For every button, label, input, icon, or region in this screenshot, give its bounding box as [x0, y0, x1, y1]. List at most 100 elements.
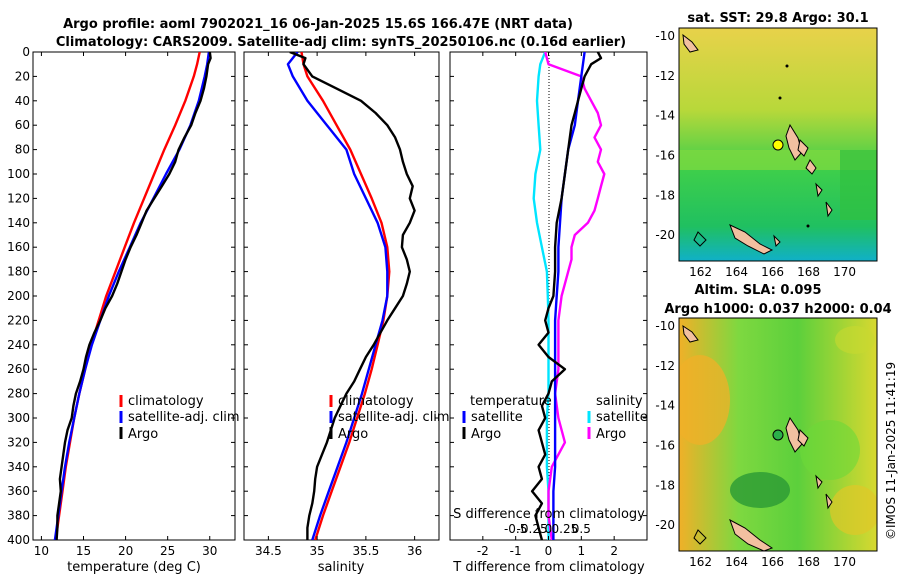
vanuatu-island: [825, 493, 833, 510]
temperature-legend: climatology satellite-adj. clim Argo: [119, 394, 240, 442]
islet: [785, 64, 789, 68]
sst-map-field: [679, 28, 877, 261]
map-y-tick-label: -12: [655, 69, 675, 83]
vanuatu-island: [785, 123, 803, 161]
legend-label: Argo: [596, 427, 626, 442]
series-climatology: [300, 52, 391, 540]
island: [682, 33, 699, 53]
y-tick-label: 280: [7, 387, 30, 401]
x-tick-label: 10: [34, 544, 49, 558]
reef: [693, 231, 707, 247]
series-argo: [55, 52, 212, 540]
title-line-2: Climatology: CARS2009. Satellite-adj cli…: [56, 35, 626, 50]
map-x-tick-label: 168: [797, 265, 820, 279]
y-tick-label: 100: [7, 167, 30, 181]
y-tick-label: 360: [7, 484, 30, 498]
x-tick-label: 15: [76, 544, 91, 558]
map-x-tick-label: 168: [797, 555, 820, 569]
map-y-tick-label: -16: [655, 148, 675, 162]
sla-map-frame: [678, 317, 878, 552]
x-tick-label: 1: [578, 544, 586, 558]
axis-ticks: 10 15 20 25 30 34.5 35 35.5 36 -2 -1 0 1 2-0.5-0.250 0…: [7, 29, 856, 569]
x-tick-label: 20: [118, 544, 133, 558]
x-tick-label: 34.5: [255, 544, 282, 558]
x-tick-label: 35.5: [353, 544, 380, 558]
vanuatu-island: [805, 159, 817, 175]
vanuatu-island: [785, 416, 803, 453]
y-tick-label: 120: [7, 191, 30, 205]
x-tick-label: -2: [477, 544, 489, 558]
x-tick-label: 36: [407, 544, 422, 558]
sst-map-frame: [678, 27, 878, 262]
x-tick-label: 25: [160, 544, 175, 558]
salinity-legend: climatology satellite-adj. clim Argo: [329, 394, 450, 442]
sst-map-title: sat. SST: 29.8 Argo: 30.1: [687, 11, 868, 26]
map-y-tick-label: -16: [655, 438, 675, 452]
reef: [693, 529, 707, 545]
series-temperature-satellite: [552, 52, 586, 540]
map-x-tick-label: 166: [761, 265, 784, 279]
y-tick-label: 140: [7, 216, 30, 230]
legend-label: climatology: [338, 394, 414, 409]
salinity-series: [286, 52, 416, 540]
salinity-xlabel: salinity: [318, 560, 365, 575]
series-salinity-argo: [544, 52, 606, 540]
vanuatu-island: [815, 182, 823, 198]
new-caledonia-island: [729, 518, 774, 551]
vanuatu-island: [797, 138, 809, 157]
new-caledonia-island: [729, 224, 774, 255]
vanuatu-island: [825, 201, 833, 218]
argo-location-marker: [772, 429, 784, 441]
sla-high-patch: [835, 326, 875, 354]
vanuatu-island: [797, 428, 809, 447]
map-x-tick-label: 162: [689, 265, 712, 279]
y-tick-label: 200: [7, 289, 30, 303]
y-tick-label: 260: [7, 362, 30, 376]
s-diff-tick-label: 0.25: [552, 522, 579, 536]
t-diff-xlabel: T difference from climatology: [452, 560, 645, 575]
legend-title-salinity: salinity: [596, 394, 643, 409]
map-y-tick-label: -12: [655, 359, 675, 373]
y-tick-label: 320: [7, 435, 30, 449]
x-tick-label: 35: [309, 544, 324, 558]
legend-label: Argo: [338, 427, 368, 442]
sst-patch: [840, 150, 877, 220]
y-tick-label: 300: [7, 411, 30, 425]
difference-series: [530, 52, 606, 540]
s-diff-xlabel: S difference from climatology: [453, 507, 645, 522]
x-tick-label: 30: [202, 544, 217, 558]
map-x-tick-label: 170: [833, 265, 856, 279]
map-y-tick-label: -10: [655, 29, 675, 43]
map-y-tick-label: -18: [655, 188, 675, 202]
series-salinity-satellite: [532, 52, 550, 540]
sla-low-patch: [730, 472, 790, 508]
sla-patch: [800, 420, 860, 480]
legend-label: satellite: [596, 410, 648, 425]
series-argo: [289, 52, 416, 540]
y-tick-label: 160: [7, 240, 30, 254]
series-satellite-adj-clim: [53, 52, 211, 540]
legend-label: satellite: [471, 410, 523, 425]
legend-label: Argo: [471, 427, 501, 442]
legend-label: satellite-adj. clim: [338, 410, 450, 425]
argo-location-marker: [772, 139, 784, 151]
credit-text: ©IMOS 11-Jan-2025 11:41:19: [884, 362, 898, 540]
title-line-1: Argo profile: aoml 7902021_16 06-Jan-202…: [63, 17, 573, 32]
series-climatology: [54, 52, 201, 540]
y-tick-label: 380: [7, 509, 30, 523]
island: [682, 324, 699, 343]
x-tick-label: -1: [510, 544, 522, 558]
temperature-axes: [32, 51, 236, 541]
s-diff-tick-label: 0.5: [572, 522, 591, 536]
temperature-xlabel: temperature (deg C): [67, 560, 201, 575]
x-tick-label: 2: [610, 544, 618, 558]
sst-band: [679, 150, 877, 170]
series-satellite-adj-clim: [286, 52, 389, 540]
sla-map-field: [679, 318, 877, 551]
y-tick-label: 340: [7, 460, 30, 474]
map-x-tick-label: 170: [833, 555, 856, 569]
map-x-tick-label: 166: [761, 555, 784, 569]
map-x-tick-label: 164: [725, 555, 748, 569]
map-y-tick-label: -14: [655, 109, 675, 123]
